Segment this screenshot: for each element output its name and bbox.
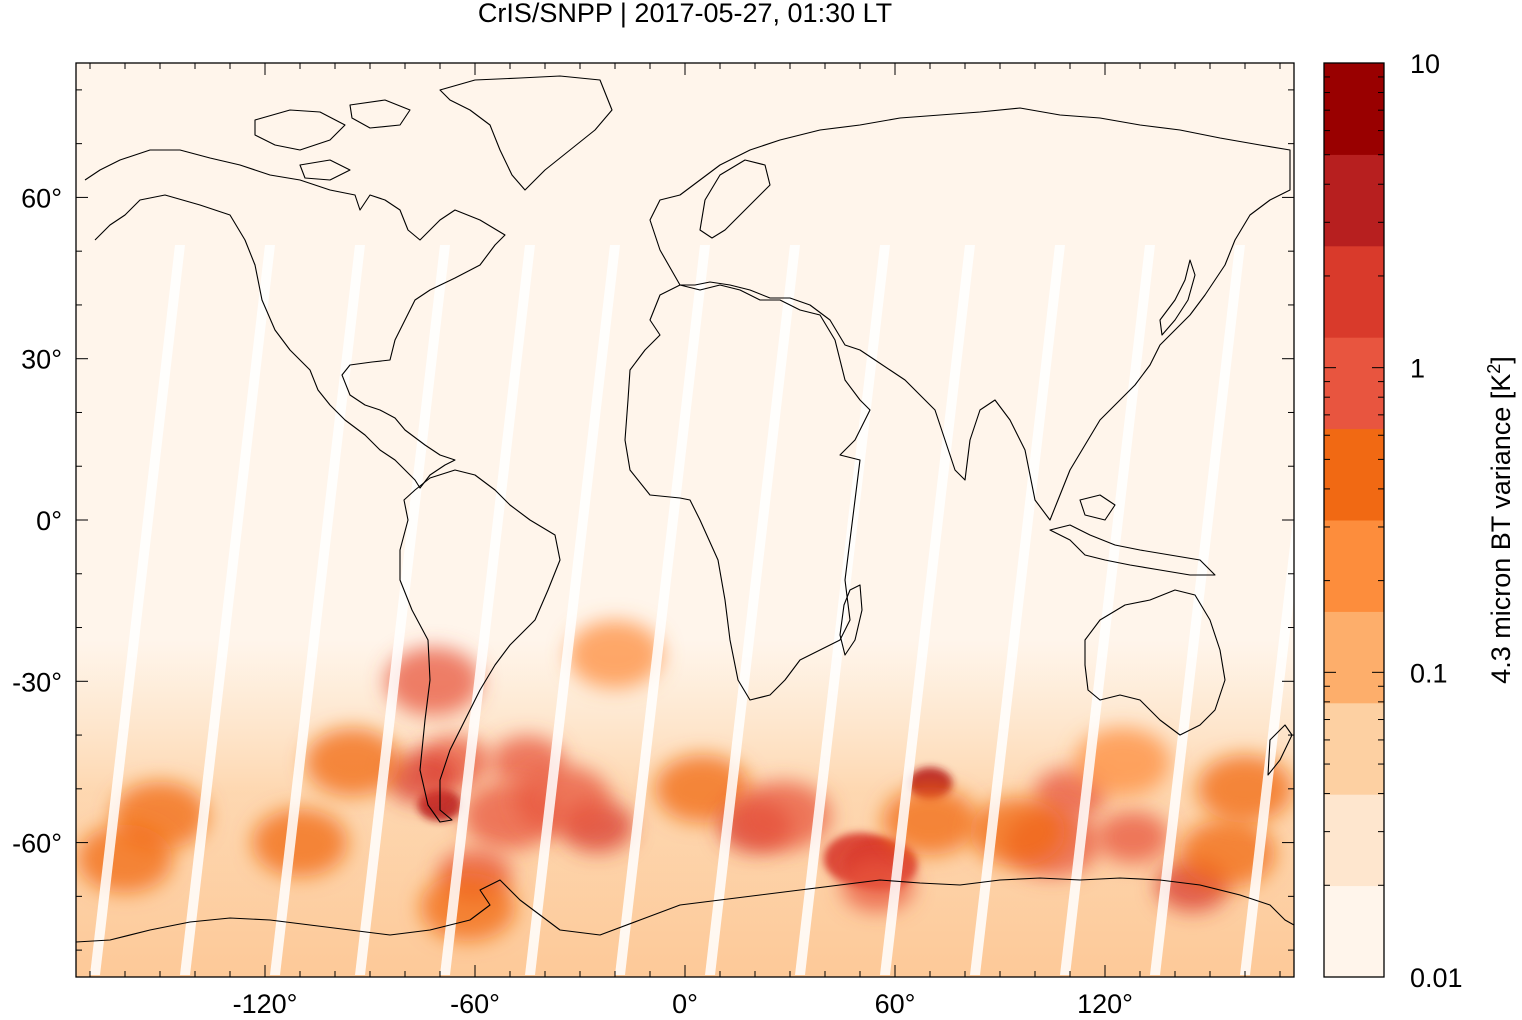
swath-gap xyxy=(795,245,890,975)
colorbar-segment xyxy=(1324,794,1384,887)
colorbar-ticks xyxy=(1324,76,1384,978)
swath-gap xyxy=(440,245,535,975)
colorbar-segment xyxy=(1324,63,1384,155)
colorbar-label: 4.3 micron BT variance [K2] xyxy=(1484,356,1516,684)
x-tick-label: 0° xyxy=(672,989,698,1019)
swath-gap xyxy=(705,245,800,975)
swath-gap xyxy=(970,245,1065,975)
colorbar-tick-label: 10 xyxy=(1410,49,1440,79)
colorbar-tick-label: 1 xyxy=(1410,354,1425,384)
colorbar-tick-label: 0.01 xyxy=(1410,963,1463,993)
colorbar-tick-labels: 10 1 0.1 0.01 xyxy=(1410,49,1463,993)
colorbar-label-main: 4.3 micron BT variance [K xyxy=(1486,374,1516,684)
x-tick-label: -120° xyxy=(233,989,298,1019)
heat-region xyxy=(735,781,831,850)
x-tick-label: -60° xyxy=(450,989,500,1019)
swath-gap xyxy=(1240,511,1294,975)
x-tick-label: 60° xyxy=(875,989,916,1019)
coastline-scandinavia xyxy=(699,159,771,239)
colorbar-segment xyxy=(1324,520,1384,612)
chart-title: CrIS/SNPP | 2017-05-27, 01:30 LT xyxy=(478,0,892,28)
y-tick-label: 0° xyxy=(36,506,62,536)
coastline-indonesia xyxy=(1049,494,1216,576)
coastline-north-america xyxy=(84,149,506,489)
colorbar-segment xyxy=(1324,702,1384,795)
swath-gap xyxy=(615,245,710,975)
swath-gaps xyxy=(90,245,1294,975)
coastlines xyxy=(76,75,1294,943)
coastline-japan xyxy=(1159,259,1196,336)
x-axis-tick-labels: -120° -60° 0° 60° 120° xyxy=(233,989,1133,1019)
heat-region xyxy=(514,765,611,834)
axis-tick-marks xyxy=(76,63,1294,977)
swath-gap xyxy=(270,245,365,975)
colorbar-label-superscript: 2 xyxy=(1484,364,1504,374)
colorbar-tick-label: 0.1 xyxy=(1410,658,1448,688)
colorbar-segment xyxy=(1324,245,1384,338)
colorbar-segment xyxy=(1324,885,1384,978)
heat-region xyxy=(1179,819,1276,888)
coastline-greenland xyxy=(439,75,613,191)
x-tick-label: 120° xyxy=(1077,989,1133,1019)
heat-layer xyxy=(77,620,1293,942)
swath-gap xyxy=(180,245,275,975)
plot-frame xyxy=(75,62,1295,978)
swath-gap xyxy=(880,245,975,975)
map-plot-area xyxy=(76,63,1294,977)
heat-region xyxy=(304,727,401,796)
heat-region xyxy=(420,873,516,942)
colorbar-segment xyxy=(1324,337,1384,430)
coastline-australia xyxy=(1084,589,1226,736)
swath-gap xyxy=(355,245,450,975)
heat-region xyxy=(841,859,914,912)
colorbar-segment xyxy=(1324,428,1384,521)
y-axis-tick-labels: 60° 30° 0° -30° -60° xyxy=(12,183,62,858)
heat-region xyxy=(385,647,481,716)
coastline-new-zealand xyxy=(1267,724,1293,776)
heat-region xyxy=(77,824,173,893)
coastline-madagascar xyxy=(839,584,863,656)
colorbar-frame xyxy=(1323,62,1385,978)
coastline-africa-eurasia xyxy=(624,284,871,701)
heat-region xyxy=(1197,754,1293,823)
y-tick-label: -60° xyxy=(12,829,62,859)
heat-region xyxy=(1074,727,1171,796)
heat-region xyxy=(252,808,348,877)
colorbar-label-tail: ] xyxy=(1486,356,1516,364)
y-tick-label: -30° xyxy=(12,667,62,697)
heat-region xyxy=(567,620,663,689)
y-tick-label: 60° xyxy=(21,183,62,213)
swath-gap xyxy=(1150,245,1245,975)
swath-gap xyxy=(525,245,620,975)
coastline-asia xyxy=(649,107,1291,521)
coastline-arctic-islands xyxy=(254,99,411,181)
heat-region xyxy=(1096,811,1170,864)
y-tick-label: 30° xyxy=(21,345,62,375)
colorbar-segment xyxy=(1324,611,1384,704)
colorbar xyxy=(1324,63,1384,978)
heat-region xyxy=(386,752,459,805)
swath-gap xyxy=(1060,245,1155,975)
coastline-south-america xyxy=(399,469,561,823)
colorbar-segment xyxy=(1324,154,1384,247)
coastline-antarctica xyxy=(76,877,1294,943)
swath-gap xyxy=(90,245,185,975)
